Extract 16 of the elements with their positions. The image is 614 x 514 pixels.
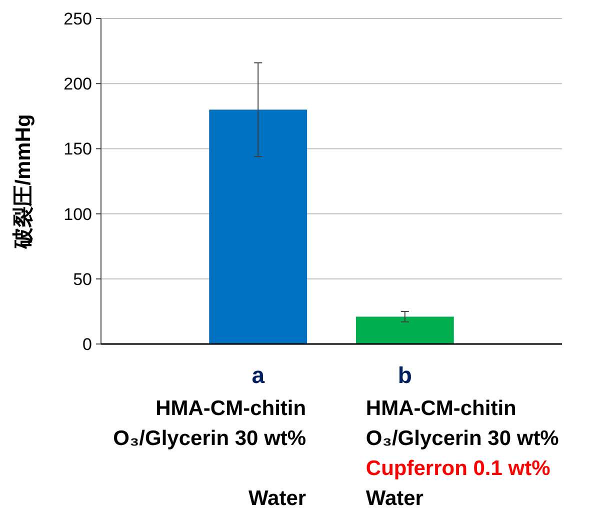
text: O₃/Glycerin 30 wt% — [366, 427, 560, 450]
y-tick-label: 0 — [82, 335, 92, 354]
y-axis-title: 破裂圧/mmHg — [12, 114, 35, 250]
text: Cupferron 0.1 wt% — [366, 457, 551, 480]
y-tick-label: 200 — [64, 74, 92, 94]
text: Water — [366, 487, 424, 510]
text: O₃/Glycerin 30 wt% — [113, 427, 306, 450]
y-tick-label: 50 — [73, 270, 92, 289]
x-tick-label: b — [398, 362, 412, 388]
text: HMA-CM-chitin — [366, 397, 516, 420]
x-tick-label: a — [252, 362, 265, 388]
y-tick-label: 100 — [64, 204, 92, 224]
text: Water — [248, 487, 306, 510]
y-tick-label: 250 — [64, 10, 92, 28]
text: HMA-CM-chitin — [156, 397, 306, 420]
y-tick-label: 150 — [64, 140, 92, 159]
